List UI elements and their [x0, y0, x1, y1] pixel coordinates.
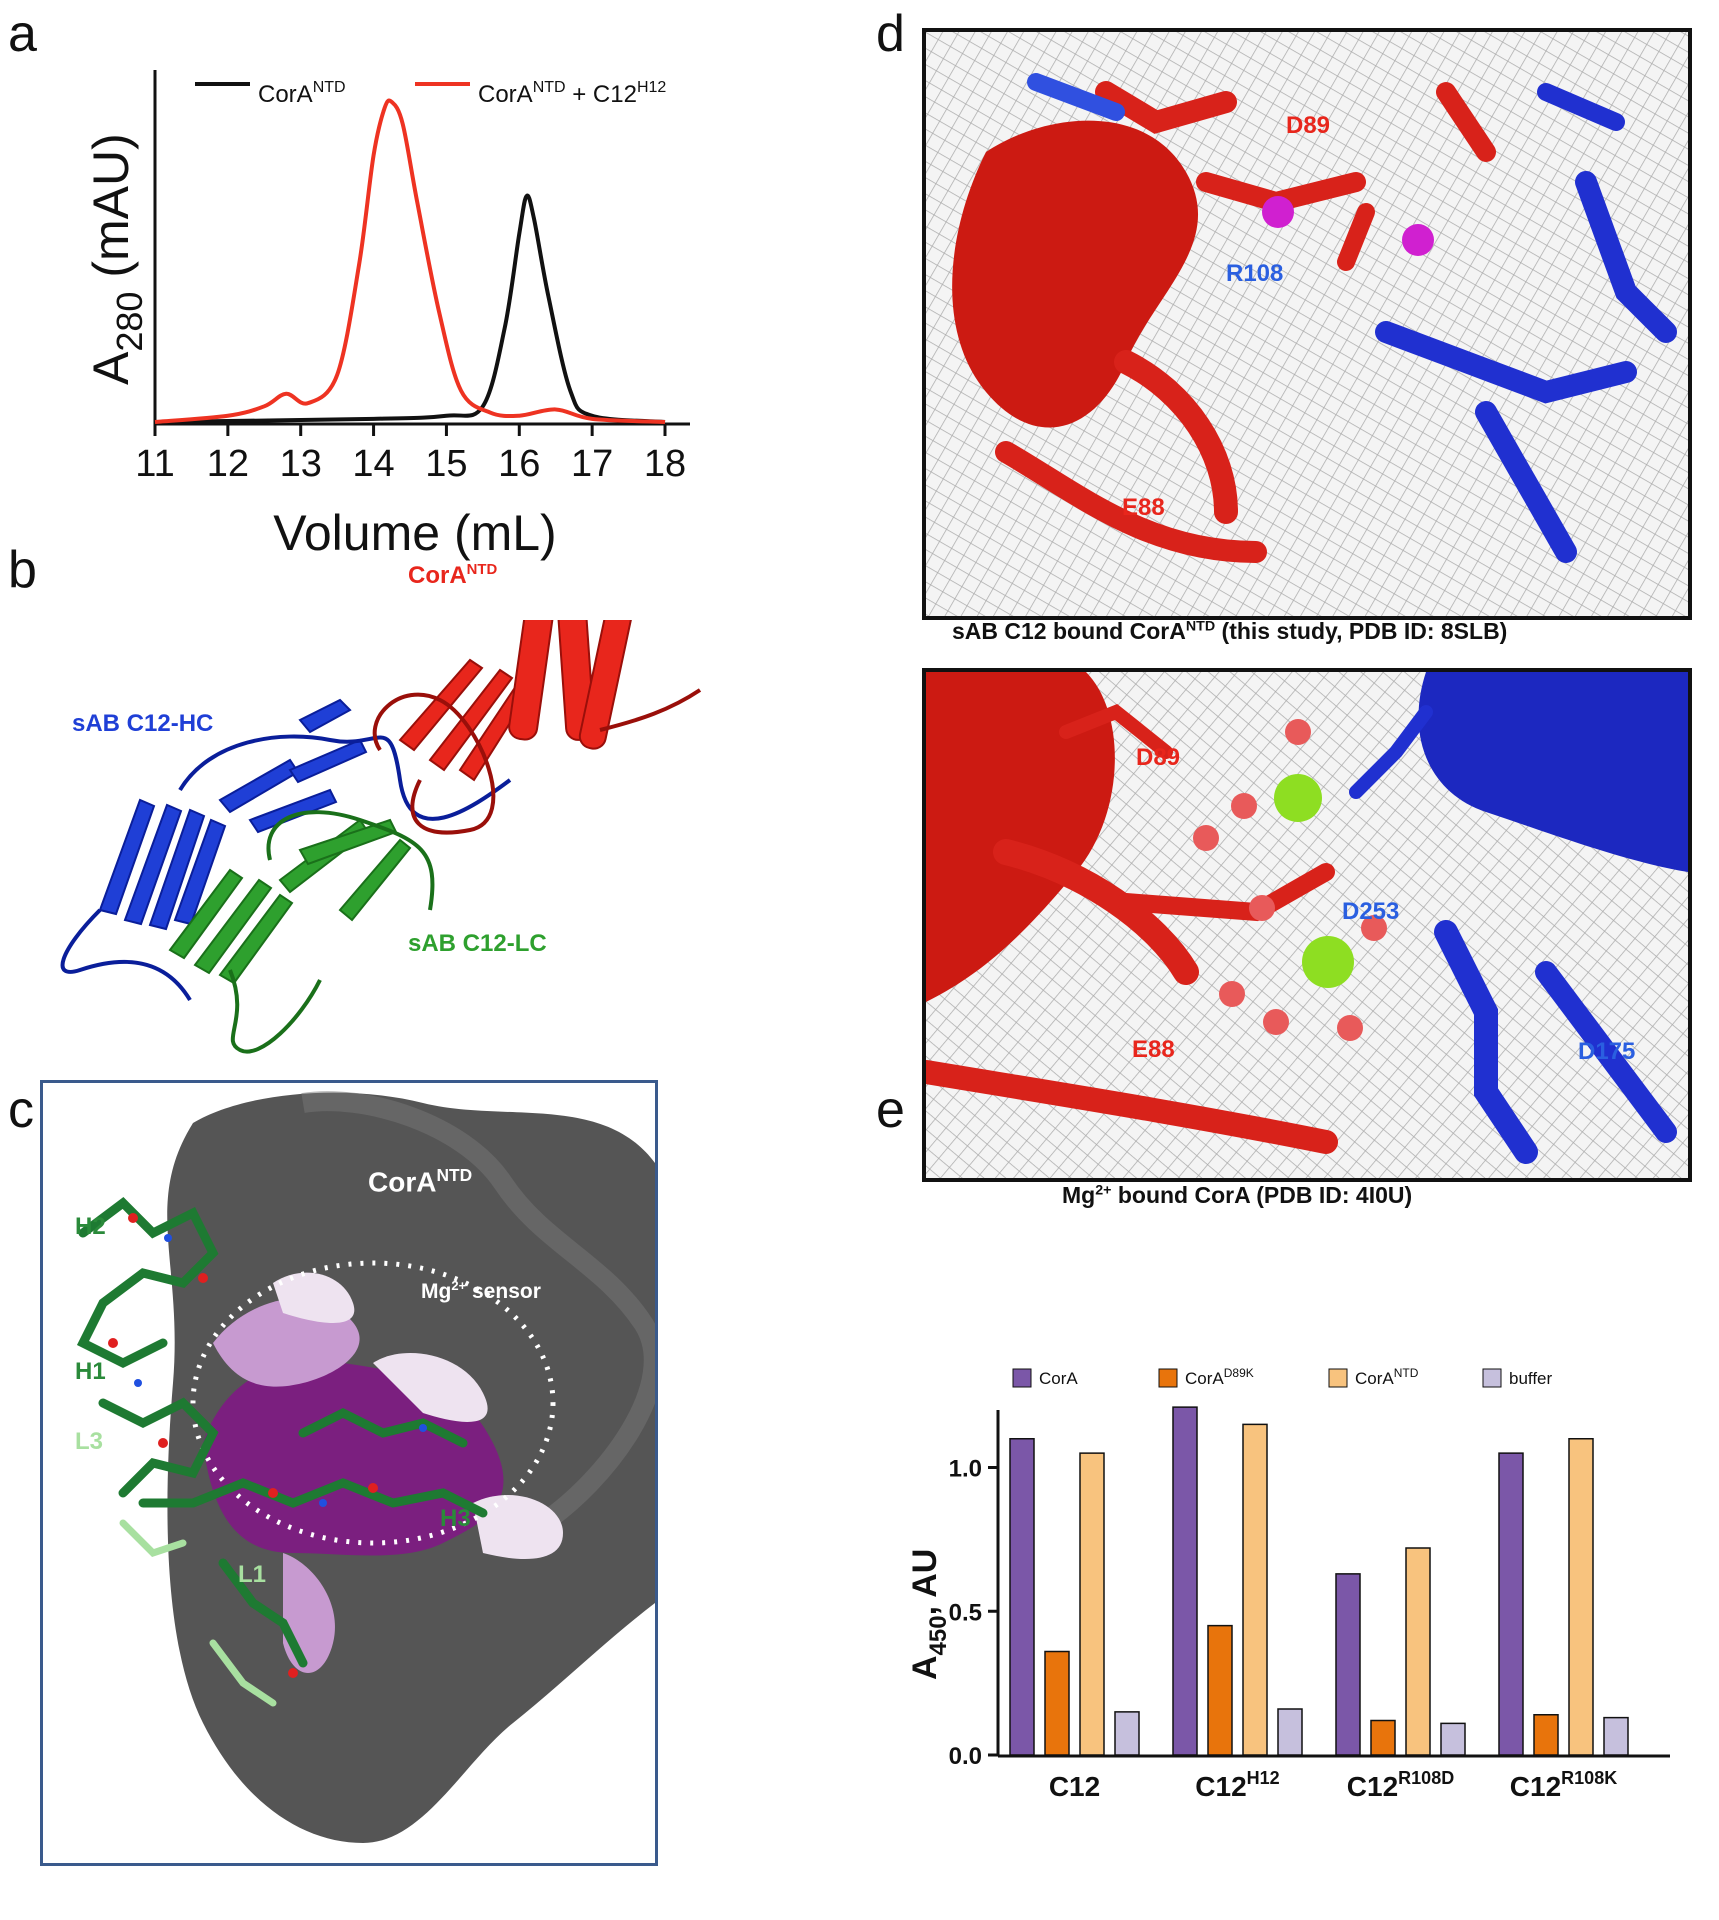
- legend-swatch-cora-d89k: [1158, 1368, 1178, 1388]
- bar-corad89k-3: [1533, 1714, 1559, 1756]
- caption-bottom-map: Mg2+ bound CorA (PDB ID: 4I0U): [1062, 1182, 1413, 1208]
- mg-sensor-outline: [190, 1260, 556, 1546]
- label-sab-c12-lc: sAB C12-LC: [408, 930, 547, 957]
- bar-cora-1: [1172, 1406, 1198, 1756]
- series-line-1: [154, 98, 666, 424]
- y-tick-label: 1.0: [949, 1456, 982, 1483]
- label-loop-h3: H3: [440, 1505, 471, 1532]
- label-loop-l3: L3: [75, 1428, 104, 1455]
- legend-label-cora-d89k: CorAD89K: [1185, 1366, 1254, 1388]
- category-label: C12: [1049, 1771, 1100, 1802]
- label-loop-l1: L1: [238, 1561, 267, 1588]
- legend-label-cora: CorA: [1039, 1369, 1078, 1388]
- bar-cora-2: [1335, 1573, 1361, 1756]
- density-map-top: D89 R108 E88: [922, 28, 1692, 620]
- bar-corantd-3: [1568, 1438, 1594, 1756]
- y-tick-label: 0.0: [949, 1743, 982, 1770]
- label-sab-c12-hc: sAB C12-HC: [72, 710, 214, 737]
- x-tick-label: 16: [498, 443, 540, 485]
- legend-swatch-buffer: [1482, 1368, 1502, 1388]
- legend-swatch-cora: [1012, 1368, 1032, 1388]
- bar-corantd-1: [1242, 1423, 1268, 1756]
- y-tick-label: 0.5: [949, 1599, 982, 1626]
- label-cora-ntd-b: CorANTD: [408, 562, 498, 589]
- bar-corantd-2: [1405, 1547, 1431, 1756]
- panel-letter-c: c: [8, 1081, 34, 1139]
- category-label: C12R108K: [1510, 1768, 1617, 1802]
- x-tick-label: 12: [207, 443, 249, 485]
- x-tick-label: 15: [425, 443, 467, 485]
- density-map-bottom: D89 D253 E88 D175: [922, 668, 1692, 1182]
- x-axis-label: Volume (mL): [273, 505, 556, 561]
- category-label: C12R108D: [1347, 1768, 1454, 1802]
- bar-corad89k-0: [1044, 1650, 1070, 1756]
- bar-buffer-1: [1277, 1708, 1303, 1756]
- panel-letter-a: a: [8, 5, 37, 63]
- bar-corantd-0: [1079, 1452, 1105, 1756]
- label-loop-h1: H1: [75, 1358, 106, 1385]
- caption-top-map: sAB C12 bound CorANTD (this study, PDB I…: [952, 618, 1508, 644]
- panel-letter-e: e: [876, 1081, 905, 1139]
- bar-buffer-2: [1440, 1722, 1466, 1756]
- label-r108-top: R108: [1226, 260, 1284, 287]
- bar-buffer-3: [1603, 1716, 1629, 1756]
- label-e88-top: E88: [1122, 494, 1165, 521]
- label-loop-h2: H2: [75, 1213, 106, 1240]
- legend: CorA CorAD89K CorANTD buffer: [1012, 1366, 1553, 1388]
- surface-image: [76, 1091, 655, 1843]
- x-tick-label: 11: [135, 443, 174, 485]
- sec-chart: 11 12 13 14 15 16 17 18 CorANTD CorANTD + C12H1…: [83, 70, 690, 561]
- legend-label-cora-ntd: CorANTD: [1355, 1366, 1419, 1388]
- label-d89-top: D89: [1286, 112, 1331, 139]
- panel-letter-d: d: [876, 5, 905, 63]
- x-tick-label: 14: [352, 443, 394, 485]
- legend-swatch-cora-ntd: [1328, 1368, 1348, 1388]
- label-d253-bottom: D253: [1342, 898, 1400, 925]
- legend-label-cora-ntd: CorANTD: [258, 79, 346, 108]
- label-cora-ntd-c: CorANTD: [368, 1165, 473, 1198]
- bar-corad89k-2: [1370, 1719, 1396, 1756]
- category-label: C12H12: [1195, 1768, 1279, 1802]
- legend-label-buffer: buffer: [1509, 1369, 1553, 1388]
- label-e88-bottom: E88: [1132, 1036, 1175, 1063]
- bar-cora-3: [1498, 1452, 1524, 1756]
- series-line-0: [154, 193, 666, 424]
- label-mg-sensor: Mg2+ sensor: [421, 1278, 541, 1303]
- x-tick-label: 18: [644, 443, 686, 485]
- x-tick-label: 13: [280, 443, 322, 485]
- panel-letter-b: b: [8, 541, 37, 599]
- complex-structure-image: [60, 620, 702, 1054]
- surface-image-frame: CorANTD Mg2+ sensor H2 H1 L3 H3 L1: [40, 1080, 658, 1866]
- x-tick-label: 17: [571, 443, 613, 485]
- e-y-axis-label: A450, AU: [906, 1549, 952, 1680]
- bar-corad89k-1: [1207, 1624, 1233, 1756]
- elisa-bar-chart: CorA CorAD89K CorANTD buffer 0.0 0.5 1.0 C…: [906, 1366, 1670, 1802]
- legend-label-cora-ntd-c12: CorANTD + C12H12: [478, 79, 666, 108]
- bar-buffer-0: [1114, 1711, 1140, 1756]
- bar-cora-0: [1009, 1438, 1035, 1756]
- label-d89-bottom: D89: [1136, 744, 1181, 771]
- y-axis-label: A280 (mAU): [83, 133, 150, 385]
- label-d175-bottom: D175: [1578, 1038, 1636, 1065]
